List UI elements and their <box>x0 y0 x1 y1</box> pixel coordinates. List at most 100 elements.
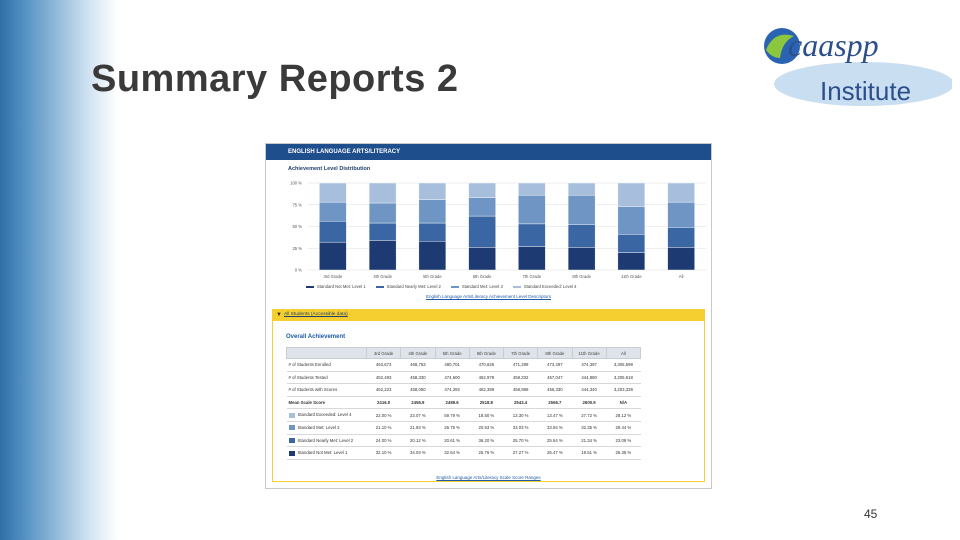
table-cell: 462,979 <box>469 371 504 385</box>
table-cell: 473,297 <box>537 358 572 372</box>
table-cell: 28.12 % <box>606 408 641 422</box>
row-label: Standard Met: Level 2 <box>286 421 367 435</box>
table-cell: 33.94 % <box>537 421 572 435</box>
table-cell: 3,305,599 <box>606 358 641 372</box>
x-tick-label: 7th Grade <box>523 274 542 279</box>
table-cell: 24.00 % <box>366 434 401 448</box>
table-cell: 458,330 <box>400 371 435 385</box>
bar-segment <box>319 241 347 271</box>
bar-segment <box>617 252 646 271</box>
table-cell: 463,673 <box>366 358 401 372</box>
x-tick-label: 6th Grade <box>473 274 492 279</box>
slide-title: Summary Reports 2 <box>91 58 459 100</box>
legend-swatch <box>306 285 314 288</box>
chart-section-title: Achievement Level Distribution <box>288 166 371 172</box>
table-cell: 34.03 % <box>400 446 435 460</box>
table-cell: 459,332 <box>503 371 538 385</box>
table-header-cell: 5th Grade <box>434 347 470 359</box>
table-cell: 471,289 <box>503 358 538 372</box>
table-row: Standard Nearly Met: Level 2 24.00 % 20.12… <box>286 434 641 448</box>
scale-score-ranges-link[interactable]: English Language Arts/Literacy Scale Sco… <box>436 475 541 480</box>
table-header-cell: 3rd Grade <box>365 347 402 359</box>
y-tick-label: 50 % <box>292 224 302 229</box>
row-label: # of Students Tested <box>286 371 367 385</box>
table-cell: 33.03 % <box>503 421 538 435</box>
table-cell: 2566.7 <box>537 396 572 410</box>
subgroup-label: All Students (Accessible data) <box>284 312 348 317</box>
subgroup-panel-frame <box>272 321 705 482</box>
table-cell: 26.47 % <box>537 446 572 460</box>
bar-segment <box>667 227 695 248</box>
bar-segment <box>418 241 447 271</box>
overall-achievement-table: 3rd Grade 4th Grade 5th Grade 6th Grade 7th … <box>286 347 642 460</box>
subgroup-toggle-bar[interactable]: ▼ All Students (Accessible data) <box>272 309 705 321</box>
table-cell: 19.51 % <box>572 446 607 460</box>
achievement-level-chart: 0 % 25 % 50 % 75 % 100 % 3rd Grade 4th Grade 5t… <box>290 181 706 279</box>
legend-label: Standard Exceeded: Level 4 <box>523 284 577 289</box>
table-cell: 32.64 % <box>435 446 470 460</box>
table-cell: 458,989 <box>503 383 538 397</box>
table-cell: 23.09 % <box>606 434 641 448</box>
table-cell: 20.61 % <box>435 434 470 448</box>
table-cell: 3,203,339 <box>606 383 641 397</box>
table-cell: 36.20 % <box>469 434 504 448</box>
summary-report-screenshot: ENGLISH LANGUAGE ARTS/LITERACY Achieveme… <box>265 143 712 489</box>
table-header-cell: 4th Grade <box>400 347 436 359</box>
table-header-cell: All <box>605 347 642 359</box>
y-tick-label: 0 % <box>295 268 302 273</box>
table-cell: 18.50 % <box>469 408 504 422</box>
table-row: # of Students Tested 452,493 458,330 474,60… <box>286 371 641 385</box>
table-header-cell: 11th Grade <box>571 347 607 359</box>
bar-segment <box>468 197 496 217</box>
table-cell: 444,340 <box>572 383 607 397</box>
bar-segment <box>617 206 646 235</box>
table-cell: 13.47 % <box>537 408 572 422</box>
expand-triangle-icon: ▼ <box>276 312 282 318</box>
row-label: # of Students Enrolled <box>286 358 367 372</box>
bar-segment <box>567 182 596 196</box>
table-cell: 21.93 % <box>400 421 435 435</box>
bar-segment <box>319 182 347 203</box>
table-cell: 444,880 <box>572 371 607 385</box>
legend-swatch <box>512 285 521 288</box>
table-cell: 2518.8 <box>469 396 504 410</box>
x-tick-label: 5th Grade <box>423 274 442 279</box>
legend-label: Standard Met: Level 3 <box>461 284 503 289</box>
table-header-cell: 8th Grade <box>537 347 573 359</box>
table-cell: 462,389 <box>469 383 504 397</box>
report-header: ENGLISH LANGUAGE ARTS/LITERACY <box>266 144 711 160</box>
table-cell: 29.44 % <box>606 421 641 435</box>
table-cell: 20.12 % <box>400 434 435 448</box>
table-cell: 458,050 <box>400 383 435 397</box>
y-tick-label: 25 % <box>292 246 302 251</box>
chart-legend: Standard Not Met: Level 1 Standard Nearly… <box>306 284 706 289</box>
table-cell: 26.35 % <box>606 446 641 460</box>
left-gradient-bar <box>0 0 118 540</box>
bar-segment <box>368 202 397 224</box>
level-swatch <box>288 412 295 418</box>
x-tick-label: 8th Grade <box>572 274 591 279</box>
row-label: Standard Nearly Met: Level 2 <box>286 434 367 448</box>
bar-segment <box>468 215 496 248</box>
table-cell: 452,493 <box>366 371 401 385</box>
achievement-level-descriptors-link[interactable]: English Language Arts/Literacy Achieveme… <box>425 294 552 299</box>
table-cell: 2600.9 <box>572 396 607 410</box>
row-label: # of Students with Scores <box>286 383 367 397</box>
table-cell: 26.75 % <box>435 421 470 435</box>
table-cell: 474,397 <box>572 358 607 372</box>
table-header-cell: 7th Grade <box>502 347 539 359</box>
table-cell: 468,753 <box>400 358 435 372</box>
page-number: 45 <box>864 507 878 521</box>
table-cell: 22.00 % <box>366 408 401 422</box>
table-cell: 2543.4 <box>503 396 538 410</box>
bar-segment <box>368 182 397 204</box>
table-cell: N/A <box>606 396 641 410</box>
legend-swatch <box>375 285 384 288</box>
table-cell: 25.76 % <box>469 446 504 460</box>
bar-segment <box>567 224 596 248</box>
legend-item: Standard Nearly Met: Level 2 <box>375 284 441 289</box>
table-cell: 25.64 % <box>537 434 572 448</box>
bar-segment <box>319 221 347 243</box>
bar-segment <box>319 201 347 222</box>
bar-segment <box>418 199 447 224</box>
